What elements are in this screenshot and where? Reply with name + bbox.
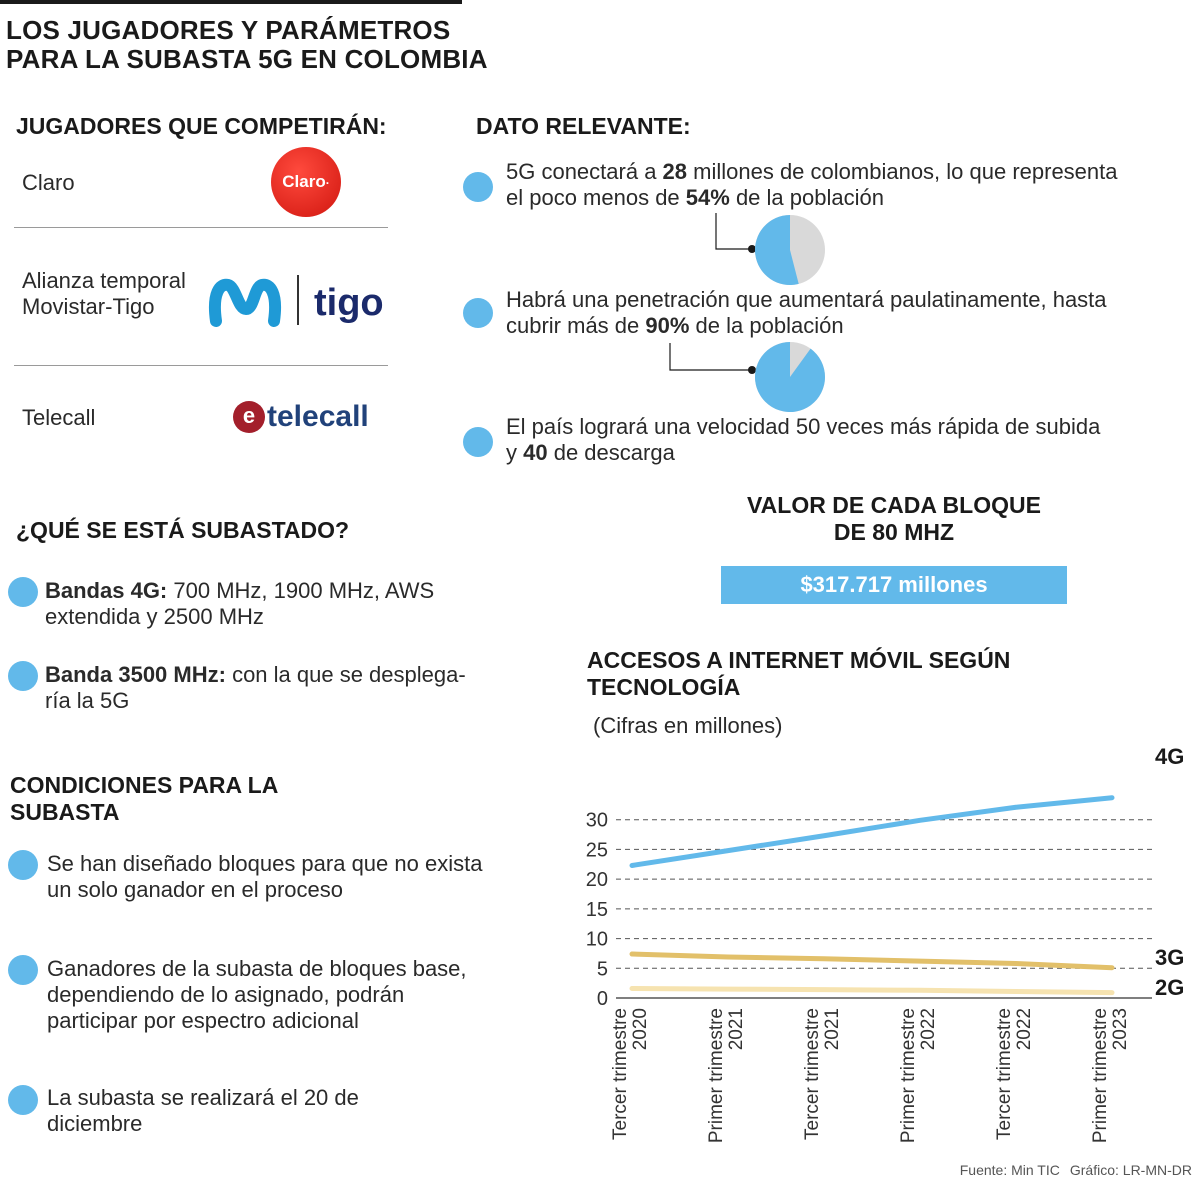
pie-54 (715, 213, 825, 285)
pie-54-slice (755, 215, 799, 285)
title-line-2: PARA LA SUBASTA 5G EN COLOMBIA (6, 44, 488, 74)
subasta-item-2-line-2: ría la 5G (45, 688, 130, 713)
title-line-1: LOS JUGADORES Y PARÁMETROS (6, 15, 451, 45)
subasta-bullet-2 (8, 661, 38, 691)
series-2G-line (629, 985, 1115, 996)
condiciones-bullet-3 (8, 1085, 38, 1115)
pie-90 (669, 342, 825, 412)
footer-fuente: Fuente: Min TIC (959, 1162, 1060, 1178)
y-tick-15: 15 (586, 899, 608, 921)
footer-grafico: Gráfico: LR-MN-DR (1069, 1162, 1192, 1178)
player-alianza-line-2: Movistar-Tigo (22, 294, 155, 319)
x-tick-5: Primer trimestre2023 (1090, 1008, 1131, 1143)
internet-access-line-chart: 0 5 10 15 20 25 30 4G 3G 2G Tercer trimestre2020 Pr… (580, 740, 1200, 1160)
condiciones-bullet-1 (8, 850, 38, 880)
valor-amount-box: $317.717 millones (721, 566, 1067, 604)
top-rule (0, 0, 462, 4)
pie-90-slices (755, 342, 825, 412)
series-3G-line (629, 951, 1115, 971)
condiciones-item-1: Se han diseñado bloques para que no exis… (47, 851, 483, 902)
series-4G-line (629, 795, 1115, 868)
dato-item-2: Habrá una penetración que aumentará paul… (506, 287, 1196, 339)
y-tick-20: 20 (586, 869, 608, 891)
dato-item-3: El país logrará una velocidad 50 veces m… (506, 414, 1196, 466)
condiciones-bullet-2 (8, 955, 38, 985)
subasta-heading: ¿QUÉ SE ESTÁ SUBASTADO? (16, 517, 350, 543)
movistar-m-icon (209, 278, 281, 327)
series-label-4G: 4G (1155, 744, 1184, 769)
dato-heading: DATO RELEVANTE: (476, 113, 691, 139)
condiciones-item-2: Ganadores de la subasta de bloques base,… (47, 956, 467, 1033)
chart-svg: 0 5 10 15 20 25 30 4G 3G 2G Tercer trimestre2020 Pr… (586, 744, 1185, 1143)
subasta-bullet-1 (8, 577, 38, 607)
chart-subtitle: (Cifras en millones) (593, 713, 783, 738)
series-label-2G: 2G (1155, 975, 1184, 1000)
x-tick-2: Tercer trimestre2021 (802, 1008, 843, 1140)
subasta-item-1-line-2: extendida y 2500 MHz (45, 604, 264, 629)
condiciones-heading-line-1: CONDICIONES PARA LA (10, 772, 279, 798)
y-tick-10: 10 (586, 929, 608, 951)
player-alianza-line-1: Alianza temporal (22, 268, 186, 293)
valor-heading-line-2: DE 80 MHZ (833, 519, 955, 545)
condiciones-heading: CONDICIONES PARA LA SUBASTA (10, 772, 278, 826)
chart-title-line-1: ACCESOS A INTERNET MÓVIL SEGÚN (587, 647, 1011, 673)
claro-logo-text: Claro (282, 172, 326, 191)
subasta-item-1-line-1: Bandas 4G: 700 MHz, 1900 MHz, AWS (45, 578, 435, 603)
telecall-logo-text: telecall (267, 400, 369, 433)
telecall-e-icon: e (233, 401, 265, 433)
dato-item-3-line-2: y 40 de descarga (506, 440, 675, 465)
y-tick-0: 0 (597, 988, 608, 1010)
dato-bullet-3 (463, 427, 493, 457)
chart-title-line-2: TECNOLOGÍA (587, 674, 741, 700)
players-heading: JUGADORES QUE COMPETIRÁN: (16, 113, 387, 139)
player-claro-name: Claro (22, 170, 75, 195)
claro-logo: Claro· (271, 147, 341, 217)
y-tick-5: 5 (597, 958, 608, 980)
y-tick-25: 25 (586, 839, 608, 861)
dato-item-3-line-1: El país logrará una velocidad 50 veces m… (506, 414, 1101, 439)
dato-item-2-line-1: Habrá una penetración que aumentará paul… (506, 287, 1107, 312)
dato-item-1: 5G conectará a 28 millones de colombiano… (506, 159, 1186, 211)
players-divider-2 (14, 365, 388, 366)
dato-item-1-line-1: 5G conectará a 28 millones de colombiano… (506, 159, 1118, 184)
dato-item-1-line-2: el poco menos de 54% de la población (506, 185, 884, 210)
pie-90-slice (755, 342, 825, 412)
series-label-3G: 3G (1155, 945, 1184, 970)
valor-heading-line-1: VALOR DE CADA BLOQUE (747, 492, 1041, 518)
x-tick-4: Tercer trimestre2022 (994, 1008, 1035, 1140)
chart-title: ACCESOS A INTERNET MÓVIL SEGÚN TECNOLOGÍ… (587, 647, 1010, 701)
dato-item-2-line-2: cubrir más de 90% de la población (506, 313, 844, 338)
page-title: LOS JUGADORES Y PARÁMETROS PARA LA SUBAS… (6, 16, 526, 74)
tigo-logo-text: tigo (314, 282, 384, 324)
footer-source: Fuente: Min TIC Gráfico: LR-MN-DR (960, 1162, 1192, 1178)
players-divider-1 (14, 227, 388, 228)
pie-54-slices (755, 215, 825, 285)
subasta-item-2: Banda 3500 MHz: con la que se desplega- … (45, 662, 515, 714)
condiciones-item-3: La subasta se realizará el 20 de diciemb… (47, 1085, 359, 1136)
movistar-tigo-logo: tigo (209, 275, 384, 327)
x-tick-1: Primer trimestre2021 (706, 1008, 747, 1143)
dato-bullet-1 (463, 172, 493, 202)
subasta-item-1: Bandas 4G: 700 MHz, 1900 MHz, AWS extend… (45, 578, 515, 630)
condiciones-heading-line-2: SUBASTA (10, 799, 120, 825)
subasta-item-2-line-1: Banda 3500 MHz: con la que se desplega- (45, 662, 466, 687)
player-alianza-name: Alianza temporal Movistar-Tigo (22, 268, 186, 320)
valor-heading: VALOR DE CADA BLOQUE DE 80 MHZ (720, 492, 1068, 546)
dato-bullet-2 (463, 298, 493, 328)
telecall-logo: e telecall (233, 400, 369, 433)
x-tick-0: Tercer trimestre2020 (610, 1008, 651, 1140)
y-tick-30: 30 (586, 810, 608, 832)
x-tick-3: Primer trimestre2022 (898, 1008, 939, 1143)
player-telecall-name: Telecall (22, 405, 96, 430)
